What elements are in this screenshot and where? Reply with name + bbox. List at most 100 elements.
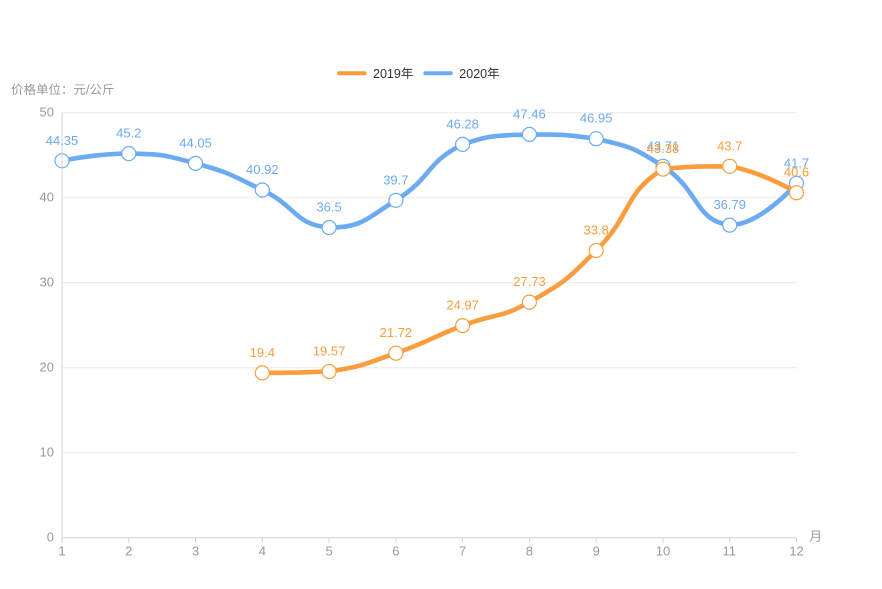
value-label-2020年-10: 43.71 [647,138,680,153]
text-run: 44.05 [179,135,212,150]
series-labels-2020年: 44.35 45.2 44.05 40.92 36.5 39.7 46.28 47.46 46.… [46,106,809,214]
cjk-glyph-： [63,86,66,95]
text-run: 2 [125,544,132,559]
x-tick-label-1: 1 [58,544,65,559]
value-label-2019年-12: 40.6 [784,165,809,180]
text-run: 24.97 [446,298,479,313]
value-label-2020年-1: 44.35 [46,133,79,148]
y-tick-label-10: 10 [40,444,54,459]
x-tick-label-3: 3 [192,544,199,559]
value-label-2020年-6: 39.7 [383,172,408,187]
x-tick-label-9: 9 [593,544,600,559]
value-label-2019年-7: 24.97 [446,298,479,313]
text-run: 21.72 [380,325,413,340]
x-tick-label-8: 8 [526,544,533,559]
cjk-glyph-价 [11,83,24,96]
x-axis-labels: 1 2 3 4 5 6 7 8 9 10 11 12 [58,530,820,559]
data-point-2019年[interactable] [521,294,538,310]
value-label-2019年-11: 43.7 [717,138,742,153]
text-run: 19.4 [250,345,275,360]
cjk-glyph-斤 [102,83,114,96]
value-label-2020年-3: 44.05 [179,135,212,150]
legend-marker-2020年 [423,71,453,76]
cjk-glyph-位 [48,83,61,95]
text-run: 4 [259,544,266,559]
data-point-2020年[interactable] [455,136,471,152]
text-run: 39.7 [383,172,408,187]
value-label-2019年-5: 19.57 [313,343,346,358]
y-tick-label-30: 30 [40,274,54,289]
text-run: 43.7 [717,138,742,153]
data-point-2019年[interactable] [455,318,471,334]
x-tick-label-10: 10 [656,544,670,559]
text-run: 40.6 [784,165,809,180]
text-run: 47.46 [513,106,546,121]
data-point-2019年[interactable] [388,345,404,361]
x-tick-label-5: 5 [325,544,332,559]
data-point-2019年[interactable] [254,365,270,381]
value-label-2020年-8: 47.46 [513,106,546,121]
data-point-2020年[interactable] [588,131,604,147]
legend-label-2020年: 2020 [459,67,500,81]
text-run: 2019 [373,67,401,81]
series-2019年 [254,158,805,381]
y-tick-label-40: 40 [40,189,54,204]
data-point-2019年[interactable] [321,363,337,380]
text-run: 10 [40,444,54,459]
cjk-glyph-单 [36,83,48,95]
series-line-2020年 [59,132,799,230]
text-run: 6 [392,544,399,559]
data-point-2019年[interactable] [788,185,805,201]
x-tick-label-7: 7 [459,544,466,559]
cjk-glyph-公 [90,83,102,95]
data-point-2019年[interactable] [588,242,604,259]
legend-marker-2019年 [337,71,367,76]
data-point-2020年[interactable] [321,220,337,236]
cjk-glyph-格 [23,83,36,96]
text-run: 20 [40,359,54,374]
data-point-2020年[interactable] [187,155,204,171]
text-run: 3 [192,544,199,559]
legend: 2019 2020 [337,67,500,81]
value-label-2020年-7: 46.28 [446,116,479,131]
text-run: 8 [526,544,533,559]
text-run: 2020 [459,67,487,81]
data-point-2020年[interactable] [254,182,270,198]
value-label-2020年-12: 41.7 [784,155,809,170]
text-run: 7 [459,544,466,559]
data-point-2019年[interactable] [722,158,738,174]
text-run: 1 [58,544,65,559]
data-point-2020年[interactable] [121,146,137,162]
text-run: 0 [47,529,54,544]
value-label-2019年-10: 43.38 [647,141,680,156]
legend-label-2019年: 2019 [373,67,413,81]
value-label-2020年-5: 36.5 [316,200,341,215]
text-run: 46.95 [580,111,613,126]
text-run: / [86,83,90,97]
y-axis-unit-label: / [11,83,114,97]
text-run: 40.92 [246,162,279,177]
cjk-glyph-年 [401,67,413,79]
value-label-2019年-4: 19.4 [250,345,275,360]
text-run: 12 [789,544,803,559]
text-run: 30 [40,274,54,289]
value-label-2019年-9: 33.8 [584,223,609,238]
y-tick-label-50: 50 [40,104,54,119]
value-label-2019年-8: 27.73 [513,274,546,289]
x-tick-label-2: 2 [125,544,132,559]
series-line-2019年 [260,164,799,376]
value-label-2020年-2: 45.2 [116,126,141,141]
data-point-2020年[interactable] [722,217,738,233]
data-point-2019年[interactable] [655,161,671,177]
legend-item-2020年[interactable]: 2020 [423,67,500,81]
grid-lines [62,112,797,454]
text-run: 33.8 [584,223,609,238]
data-point-2020年[interactable] [521,126,538,142]
x-tick-label-6: 6 [392,544,399,559]
text-run: 36.79 [713,197,746,212]
legend-item-2019年[interactable]: 2019 [337,67,413,81]
data-point-2020年[interactable] [388,192,404,208]
text-run: 43.71 [647,138,680,153]
text-run: 5 [325,544,332,559]
